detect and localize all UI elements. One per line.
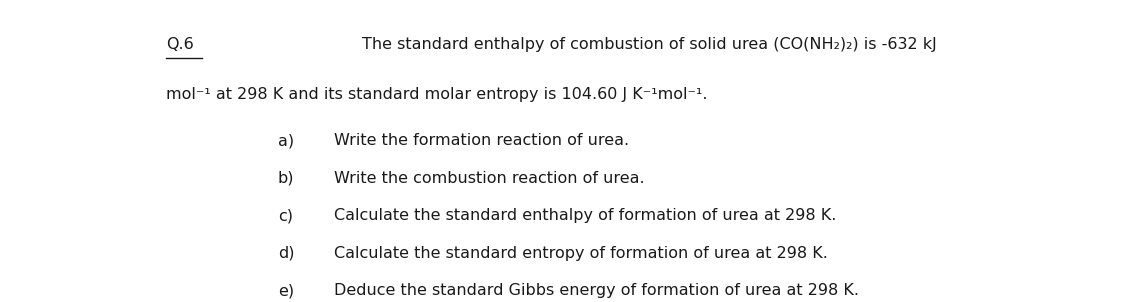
Text: Calculate the standard enthalpy of formation of urea at 298 K.: Calculate the standard enthalpy of forma… [334, 208, 836, 223]
Text: Write the combustion reaction of urea.: Write the combustion reaction of urea. [334, 171, 645, 186]
Text: d): d) [278, 246, 295, 261]
Text: mol⁻¹ at 298 K and its standard molar entropy is 104.60 J K⁻¹mol⁻¹.: mol⁻¹ at 298 K and its standard molar en… [166, 87, 708, 102]
Text: Calculate the standard entropy of formation of urea at 298 K.: Calculate the standard entropy of format… [334, 246, 828, 261]
Text: Deduce the standard Gibbs energy of formation of urea at 298 K.: Deduce the standard Gibbs energy of form… [334, 283, 858, 298]
Text: The standard enthalpy of combustion of solid urea (CO(NH₂)₂) is -632 kJ: The standard enthalpy of combustion of s… [361, 37, 936, 53]
Text: c): c) [278, 208, 292, 223]
Text: b): b) [278, 171, 295, 186]
Text: e): e) [278, 283, 294, 298]
Text: a): a) [278, 133, 294, 148]
Text: Write the formation reaction of urea.: Write the formation reaction of urea. [334, 133, 629, 148]
Text: Q.6: Q.6 [166, 37, 194, 53]
